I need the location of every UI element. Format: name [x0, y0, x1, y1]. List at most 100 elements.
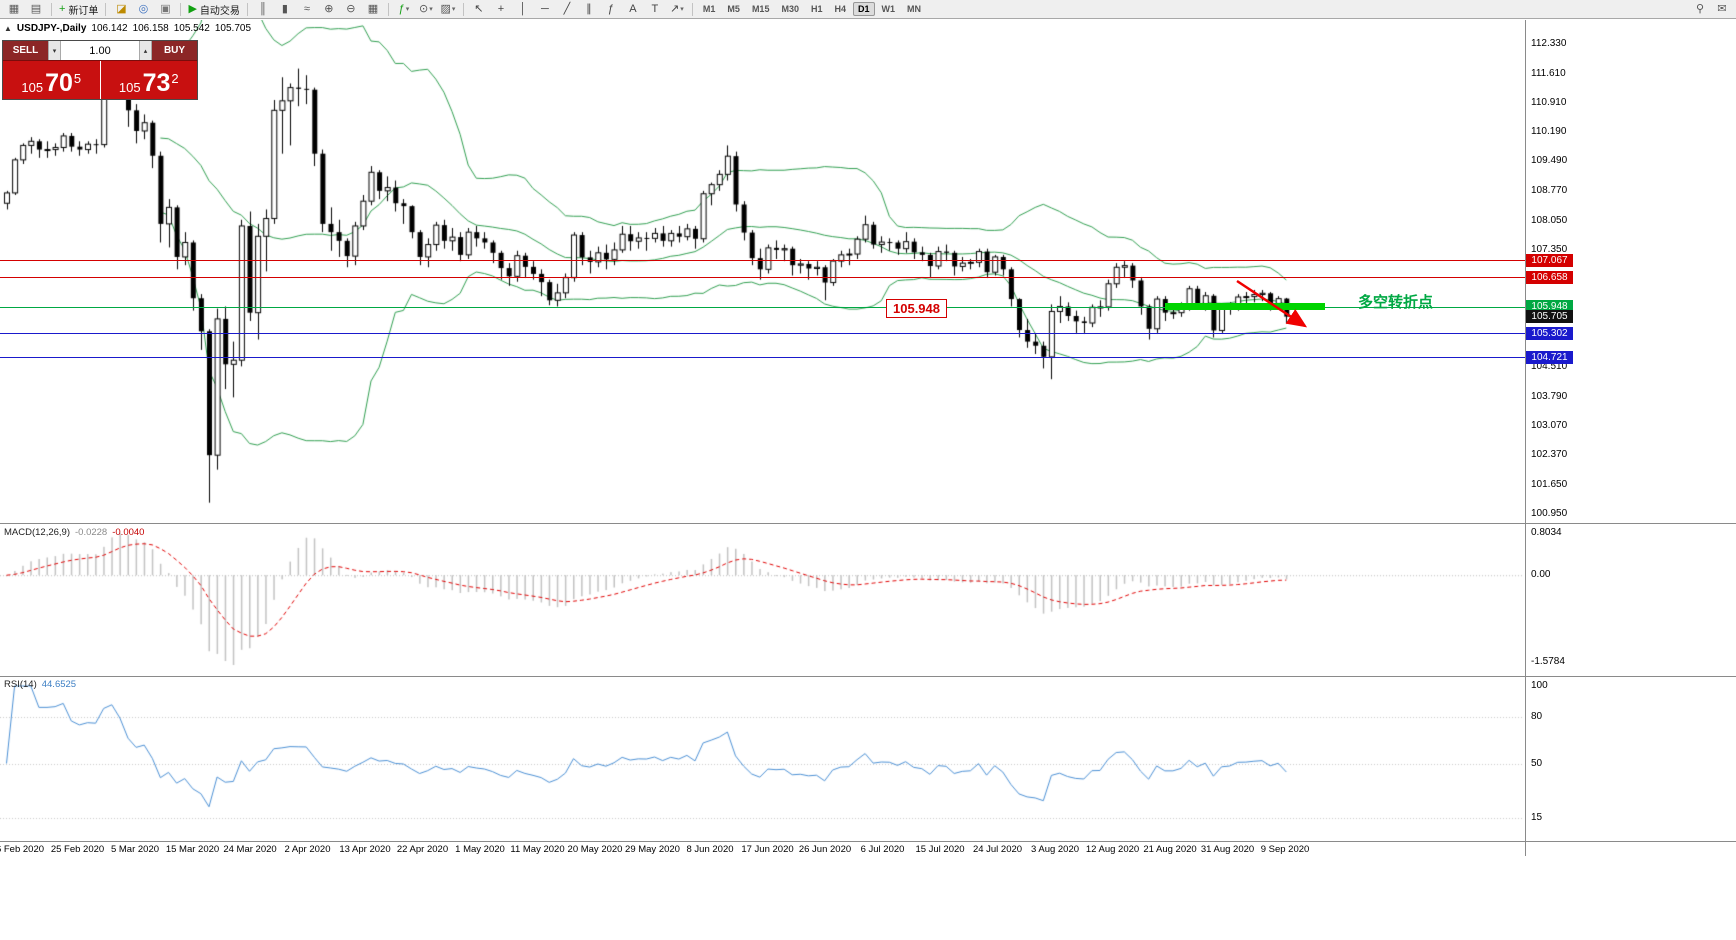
date-axis-label: 15 Jul 2020 — [915, 844, 965, 855]
bar-chart-icon[interactable]: ║ — [252, 0, 274, 18]
new-order-button[interactable]: + 新订单 — [56, 0, 101, 18]
sell-price-prefix: 105 — [21, 80, 44, 95]
support-line-1[interactable] — [0, 333, 1525, 334]
trendline-icon[interactable]: ╱ — [556, 0, 578, 18]
vertical-line-icon[interactable]: │ — [512, 0, 534, 18]
price-axis-label: 109.490 — [1531, 155, 1568, 167]
timeframe-h4-button[interactable]: H4 — [834, 4, 846, 14]
date-axis-label: 31 Aug 2020 — [1200, 844, 1255, 855]
templates-icon: ▨ — [440, 3, 451, 15]
price-callout-label[interactable]: 105.948 — [886, 299, 947, 318]
date-axis-label: 17 Jun 2020 — [741, 844, 794, 855]
volume-decrease-button[interactable]: ▾ — [48, 41, 61, 60]
auto-trading-button[interactable]: ▶ 自动交易 — [185, 0, 242, 18]
price-axis-label: 110.190 — [1531, 126, 1567, 138]
candlestick-chart-icon: ▮ — [281, 3, 288, 15]
fibonacci-icon[interactable]: ƒ — [600, 0, 622, 18]
sell-price-big: 70 — [45, 69, 73, 97]
panel-separator-macd[interactable] — [0, 523, 1736, 524]
horizontal-line-icon: ─ — [541, 3, 549, 15]
channel-icon[interactable]: ∥ — [578, 0, 600, 18]
search-button[interactable]: ⚲ — [1689, 0, 1711, 18]
timeframe-m1-button[interactable]: M1 — [702, 4, 716, 14]
text-icon[interactable]: A — [622, 0, 644, 18]
market-watch-icon: ◪ — [116, 3, 127, 15]
chat-icon: ✉ — [1717, 3, 1727, 15]
price-axis-label: 103.790 — [1531, 390, 1568, 402]
tile-windows-icon[interactable]: ▦ — [362, 0, 384, 18]
volume-increase-button[interactable]: ▴ — [139, 41, 152, 60]
cursor-icon[interactable]: ↖ — [468, 0, 490, 18]
price-axis-label: 104.510 — [1531, 360, 1568, 372]
timeframe-mn-button[interactable]: MN — [907, 4, 922, 14]
turning-point-note[interactable]: 多空转折点 — [1358, 294, 1434, 311]
periods-icon[interactable]: ⊙ ▾ — [415, 0, 437, 18]
market-watch-icon[interactable]: ◪ — [110, 0, 132, 18]
price-axis-marker: 106.658 — [1526, 270, 1573, 284]
date-axis-label: 25 Feb 2020 — [50, 844, 105, 855]
sell-price-button[interactable]: 105 70 5 — [3, 61, 101, 99]
macd-value-1: -0.0228 — [75, 527, 108, 538]
arrows-icon: ↗ — [670, 3, 680, 15]
price-axis-label: 101.650 — [1531, 479, 1568, 491]
dropdown-caret-icon: ▾ — [429, 6, 433, 13]
toolbar-separator — [105, 2, 107, 16]
macd-canvas[interactable] — [0, 524, 1524, 676]
line-chart-icon: ≈ — [303, 3, 310, 15]
volume-input[interactable]: 1.00 — [61, 41, 139, 60]
new-chart-icon[interactable]: ▦ — [3, 0, 25, 18]
date-axis-label: 21 Aug 2020 — [1143, 844, 1197, 855]
resistance-line-2[interactable] — [0, 277, 1525, 278]
timeframe-m5-button[interactable]: M5 — [727, 4, 740, 14]
support-line-2[interactable] — [0, 357, 1525, 358]
sell-button[interactable]: SELL — [3, 41, 48, 60]
date-axis-label: 1 May 2020 — [455, 844, 505, 855]
one-click-toggle-icon[interactable]: ▲ — [4, 24, 12, 33]
pivot-line[interactable] — [0, 307, 1525, 308]
rsi-axis-label: 50 — [1531, 757, 1543, 769]
indicators-icon[interactable]: ƒ ▾ — [393, 0, 415, 18]
price-axis-marker: 107.067 — [1526, 253, 1573, 267]
rsi-canvas[interactable] — [0, 677, 1524, 841]
date-axis-label: 3 Aug 2020 — [1030, 844, 1080, 855]
timeframe-d1-button[interactable]: D1 — [853, 2, 875, 16]
price-axis: 112.330 111.610 110.910 110.190 109.490 108.7… — [1525, 20, 1735, 856]
macd-value-2: -0.0040 — [112, 527, 145, 538]
panel-separator-rsi[interactable] — [0, 676, 1736, 677]
symbol-title: USDJPY-,Daily — [16, 23, 87, 34]
ohlc-close: 105.705 — [214, 23, 252, 34]
trendline-icon: ╱ — [563, 3, 571, 15]
line-chart-icon[interactable]: ≈ — [296, 0, 318, 18]
vertical-line-icon: │ — [519, 3, 527, 15]
top-toolbar: ▦ ▤ + 新订单 ◪ ◎ ▣ ▶ 自动交易 ║ ▮ ≈ ⊕ ⊖ ▦ ƒ ▾ ⊙ ▾ ▨ ▾ ↖ + │ ─ ╱ ∥ ƒ A T ↗ ▾ M1 M… — [0, 0, 1736, 19]
timeframe-m30-button[interactable]: M30 — [781, 4, 799, 14]
date-axis-label: 22 Apr 2020 — [396, 844, 449, 855]
timeframe-w1-button[interactable]: W1 — [881, 4, 896, 14]
zoom-in-icon[interactable]: ⊕ — [318, 0, 340, 18]
toolbar-separator — [387, 2, 389, 16]
ohlc-high: 106.158 — [132, 23, 169, 34]
arrows-icon[interactable]: ↗ ▾ — [666, 0, 688, 18]
zoom-in-icon: ⊕ — [324, 3, 334, 15]
timeframe-h1-button[interactable]: H1 — [810, 4, 823, 14]
crosshair-icon[interactable]: + — [490, 0, 512, 18]
data-window-icon[interactable]: ◎ — [132, 0, 154, 18]
zoom-out-icon[interactable]: ⊖ — [340, 0, 362, 18]
horizontal-line-icon[interactable]: ─ — [534, 0, 556, 18]
price-axis-label: 111.610 — [1531, 67, 1566, 79]
timeframe-m15-button[interactable]: M15 — [751, 4, 770, 14]
pivot-zone-highlight[interactable] — [1165, 303, 1325, 310]
date-axis-label: 2 Apr 2020 — [284, 844, 331, 855]
candlestick-chart-icon[interactable]: ▮ — [274, 0, 296, 18]
navigator-icon[interactable]: ▣ — [154, 0, 176, 18]
profiles-icon[interactable]: ▤ — [25, 0, 47, 18]
buy-price-button[interactable]: 105 73 2 — [100, 61, 197, 99]
label-icon[interactable]: T — [644, 0, 666, 18]
templates-icon[interactable]: ▨ ▾ — [437, 0, 459, 18]
price-chart-canvas[interactable] — [0, 20, 1524, 523]
resistance-line-1[interactable] — [0, 260, 1525, 261]
rsi-label: RSI(14) 44.6525 — [4, 679, 76, 690]
chat-button[interactable]: ✉ — [1711, 0, 1733, 18]
toolbar-separator — [51, 2, 52, 16]
buy-button[interactable]: BUY — [152, 41, 197, 60]
